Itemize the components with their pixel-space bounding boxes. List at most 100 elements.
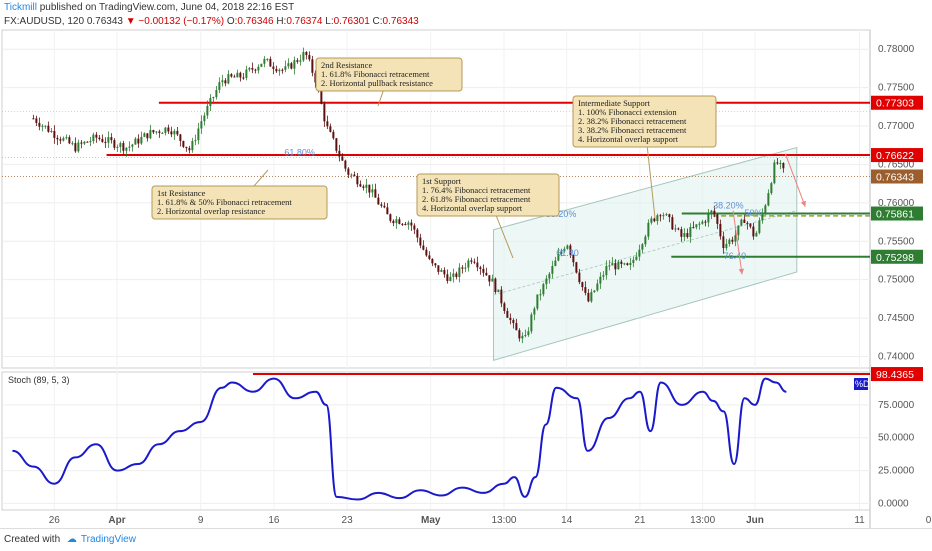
close-value: 0.76343 [382, 16, 419, 27]
candle-up [143, 133, 146, 137]
candle-down [746, 222, 749, 224]
tradingview-logo-icon[interactable]: ☁ [66, 534, 77, 545]
candle-up [674, 228, 677, 230]
candle-down [509, 317, 512, 321]
arrow-head [800, 200, 806, 207]
candle-up [119, 143, 122, 147]
candle-up [644, 236, 647, 245]
tradingview-brand[interactable]: TradingView [80, 534, 136, 545]
candle-up [440, 270, 443, 272]
symbol-label[interactable]: FX:AUDUSD, 120 [4, 16, 85, 27]
price-axis[interactable]: 0.78000 0.77500 0.77000 0.76500 0.76000 0.755… [878, 44, 915, 362]
candle-down [455, 273, 458, 277]
candle-up [551, 266, 554, 274]
price-channel [493, 146, 798, 361]
candle-down [32, 118, 35, 120]
low-value: 0.76301 [333, 16, 370, 27]
projection-arrows [732, 153, 806, 275]
annotation-box[interactable] [151, 185, 328, 220]
level-lines[interactable] [2, 101, 870, 258]
candle-up [779, 163, 782, 165]
candle-down [341, 156, 344, 161]
candle-down [620, 261, 623, 265]
candle-up [131, 144, 134, 147]
annotation-line: 3. 38.2% Fibonacci retracement [578, 125, 687, 135]
candle-down [677, 228, 680, 230]
candle-up [707, 213, 710, 223]
candle-up [41, 125, 44, 127]
annotation-line: 2. 38.2% Fibonacci retracement [578, 116, 687, 126]
annotation-box[interactable] [416, 173, 560, 217]
candle-down [473, 261, 476, 263]
candle-down [446, 274, 449, 281]
publisher-name[interactable]: Tickmill [4, 2, 37, 13]
chart-canvas[interactable]: 61.80% 38.20% 61.80 38.20% 76.40 50% 2nd Resi… [0, 0, 932, 528]
candle-down [584, 287, 587, 293]
price-tick-label: 0.78000 [878, 44, 915, 55]
price-tick-label: 0.77000 [878, 121, 915, 132]
candle-down [323, 103, 326, 122]
candle-up [728, 239, 731, 244]
price-tag-label: 0.76343 [876, 171, 914, 183]
candle-down [353, 174, 356, 176]
candle-up [464, 267, 467, 269]
candle-up [557, 253, 560, 261]
candle-up [161, 132, 164, 134]
candle-up [293, 60, 296, 69]
candle-up [596, 283, 599, 291]
fib-label: 61.80% [284, 148, 315, 158]
price-tick-label: 0.77500 [878, 83, 915, 94]
time-tick-label: May [421, 515, 441, 526]
candle-down [386, 207, 389, 215]
candle-down [59, 139, 62, 141]
candle-up [647, 222, 650, 237]
candle-up [206, 106, 209, 116]
candle-up [371, 189, 374, 193]
candle-up [83, 141, 86, 144]
candle-down [281, 69, 284, 71]
candle-up [218, 82, 221, 91]
candle-down [389, 214, 392, 221]
candle-down [422, 245, 425, 250]
candle-down [653, 218, 656, 222]
candle-down [167, 127, 170, 132]
candle-down [470, 260, 473, 262]
candle-up [125, 147, 128, 151]
candle-down [686, 233, 689, 237]
close-label: C: [372, 16, 383, 27]
time-axis[interactable]: 26 Apr 9 16 23 May 13:00 14 21 13:00 Jun 11 07: [2, 509, 932, 526]
candle-up [173, 130, 176, 135]
stoch-tick-label: 25.0000 [878, 466, 915, 477]
candle-up [245, 69, 248, 78]
candle-up [395, 219, 398, 224]
annotation-box[interactable] [572, 95, 717, 148]
candle-up [617, 261, 620, 270]
candle-down [104, 141, 107, 143]
candle-down [239, 72, 242, 78]
candle-down [506, 310, 509, 318]
price-tag-bg [871, 206, 923, 221]
candle-down [659, 215, 662, 217]
candle-up [725, 243, 728, 249]
candle-down [359, 184, 362, 187]
candle-up [197, 128, 200, 141]
annotation-line: 1. 61.8% & 50% Fibonacci retracement [157, 197, 292, 207]
candle-up [449, 276, 452, 281]
candle-down [233, 76, 236, 78]
candle-up [560, 251, 563, 254]
candle-down [290, 63, 293, 69]
candle-down [410, 222, 413, 226]
candle-up [65, 137, 68, 139]
candle-down [494, 278, 497, 293]
price-tag-label: 0.75298 [876, 252, 914, 264]
annotation-box[interactable] [315, 57, 463, 92]
candle-up [260, 63, 263, 67]
stoch-d-line [12, 377, 787, 501]
candle-up [116, 146, 119, 148]
channel-area [493, 146, 798, 361]
high-label: H: [276, 16, 287, 27]
candle-down [329, 126, 332, 132]
arrow-shaft [732, 210, 743, 275]
candle-down [305, 51, 308, 56]
